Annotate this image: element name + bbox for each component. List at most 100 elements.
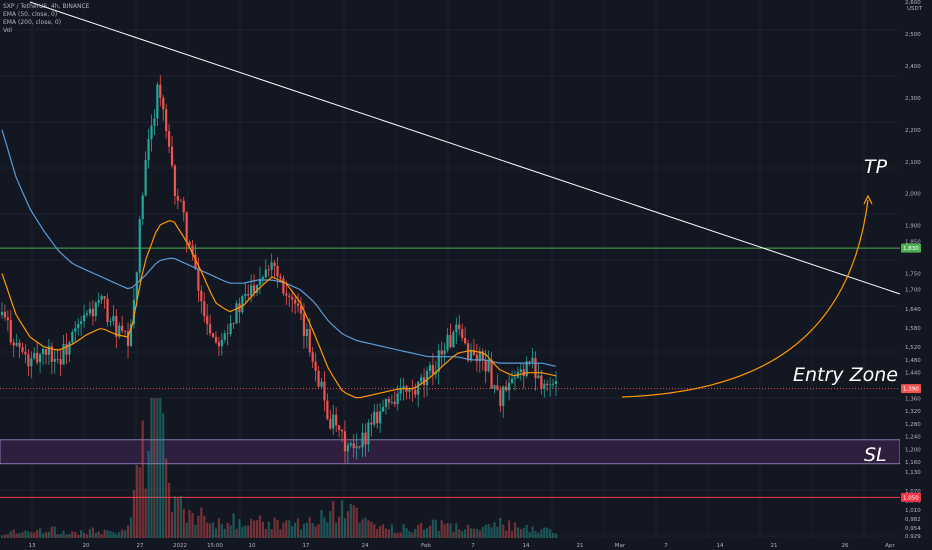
candle-body bbox=[361, 432, 364, 448]
last-price-badge: 1,390 bbox=[903, 387, 919, 393]
volume-bar bbox=[437, 531, 440, 538]
volume-bar bbox=[232, 513, 235, 538]
candle-body bbox=[411, 389, 414, 391]
candle-body bbox=[531, 357, 534, 363]
volume-bar bbox=[323, 517, 326, 538]
candle-body bbox=[103, 296, 106, 299]
volume-bar bbox=[77, 534, 80, 538]
volume-bar bbox=[399, 532, 402, 538]
volume-bar bbox=[420, 522, 423, 538]
volume-bar bbox=[173, 496, 177, 538]
price-tick-label: 1,010 bbox=[905, 508, 921, 514]
volume-bar bbox=[65, 534, 68, 538]
volume-bar bbox=[21, 532, 24, 538]
volume-bar bbox=[440, 520, 443, 538]
last-price-badge-bg bbox=[901, 384, 921, 394]
projection-arrow[interactable] bbox=[621, 199, 869, 398]
candle-body bbox=[487, 359, 490, 372]
candle-body bbox=[335, 414, 338, 426]
price-tick-label: 1,280 bbox=[905, 422, 921, 428]
volume-bar bbox=[85, 534, 89, 538]
candle-body bbox=[326, 400, 329, 419]
candle-body bbox=[408, 389, 411, 392]
volume-bar bbox=[540, 529, 543, 538]
candle-body bbox=[546, 383, 549, 386]
candle-body bbox=[77, 324, 80, 329]
candle-body bbox=[91, 308, 94, 317]
volume-bar bbox=[431, 519, 434, 538]
time-axis[interactable]: 13 20 27 2022 15:00 10 17 24 Feb 7 14 21 Mar 7 14 21 26 A… bbox=[0, 538, 932, 550]
candle-body bbox=[349, 443, 352, 446]
candle-body bbox=[455, 324, 458, 333]
candle-body bbox=[252, 285, 256, 293]
time-tick-label: 7 bbox=[664, 543, 668, 549]
ema200-legend[interactable]: EMA (200, close, 0) bbox=[3, 19, 62, 26]
candle-body bbox=[97, 300, 100, 303]
candle-body bbox=[264, 269, 267, 278]
entry-zone-annotation: Entry Zone bbox=[793, 364, 898, 386]
candle-body bbox=[288, 295, 291, 298]
volume-bar bbox=[352, 505, 355, 538]
candle-body bbox=[452, 332, 455, 348]
candle-body bbox=[340, 429, 344, 432]
candle-body bbox=[206, 316, 209, 325]
volume-bar bbox=[188, 510, 191, 538]
volume-bar bbox=[255, 520, 259, 538]
volume-bar bbox=[162, 413, 165, 538]
price-tick-label: 1,070 bbox=[905, 489, 921, 495]
candle-body bbox=[200, 290, 203, 302]
volume-bar bbox=[214, 528, 218, 538]
volume-bar bbox=[267, 521, 270, 538]
volume-bar bbox=[109, 531, 112, 538]
volume-bar bbox=[200, 507, 203, 538]
volume-bar bbox=[305, 522, 308, 538]
volume-bar bbox=[317, 524, 320, 538]
candle-body bbox=[308, 328, 311, 353]
symbol-title[interactable]: SXP / TetherUS, 4h, BINANCE bbox=[3, 3, 90, 10]
volume-bar bbox=[18, 533, 21, 538]
volume-bar bbox=[27, 531, 30, 538]
volume-bar bbox=[537, 532, 540, 538]
candle-body bbox=[80, 321, 83, 325]
volume-bar bbox=[252, 520, 256, 538]
ema50-legend[interactable]: EMA (50, close, 0) bbox=[3, 11, 58, 18]
candle-body bbox=[449, 334, 452, 348]
candle-body bbox=[346, 445, 349, 452]
price-tick-label: 1,900 bbox=[905, 224, 921, 230]
candle-body bbox=[167, 131, 171, 147]
candle-body bbox=[352, 443, 355, 449]
price-tick-label: 1,520 bbox=[905, 345, 921, 351]
volume-bar bbox=[82, 532, 86, 538]
candle-body bbox=[85, 313, 89, 315]
candle-body bbox=[191, 245, 194, 255]
volume-bar bbox=[135, 465, 138, 538]
price-tick-label: 0,929 bbox=[905, 534, 921, 540]
candle-body bbox=[537, 375, 540, 379]
candle-body bbox=[126, 331, 130, 347]
sl-price-badge: 1,050 bbox=[903, 495, 919, 501]
volume-bar bbox=[516, 527, 519, 538]
candle-body bbox=[47, 346, 50, 355]
price-axis[interactable]: 2,600 2,500 2,400 2,300 2,200 2,100 2,000 1,900… bbox=[900, 0, 932, 550]
ema50-line bbox=[1, 219, 557, 399]
candle-body bbox=[549, 384, 552, 386]
volume-bar bbox=[167, 483, 171, 538]
volume-bar bbox=[458, 529, 461, 538]
candle-body bbox=[162, 97, 165, 110]
price-axis-bg bbox=[900, 0, 932, 550]
price-tick-label: 0,954 bbox=[905, 526, 921, 532]
descending-trendline[interactable] bbox=[29, 1, 901, 295]
volume-bar bbox=[144, 488, 147, 538]
volume-legend[interactable]: Vol bbox=[3, 27, 12, 34]
volume-bar bbox=[176, 497, 179, 538]
price-tick-label: 2,400 bbox=[905, 64, 921, 70]
candle-body bbox=[6, 317, 9, 321]
volume-bar bbox=[24, 530, 27, 538]
volume-bar bbox=[170, 512, 174, 538]
candle-body bbox=[364, 432, 367, 445]
volume-bar bbox=[220, 523, 223, 538]
volume-bar bbox=[519, 528, 522, 538]
volume-bar bbox=[138, 467, 141, 538]
candle-body bbox=[68, 342, 71, 355]
